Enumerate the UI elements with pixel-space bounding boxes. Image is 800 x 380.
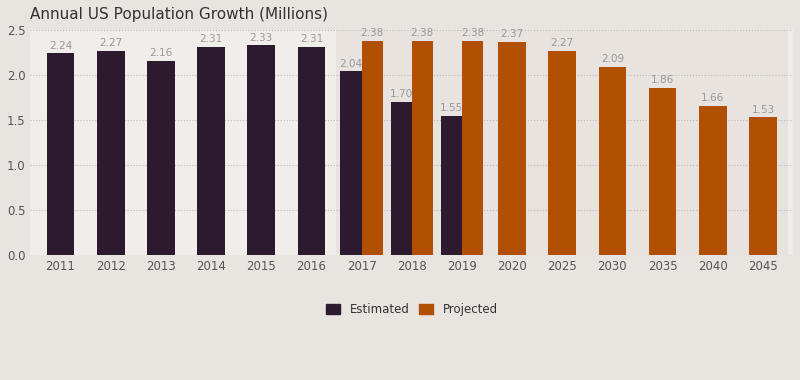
Bar <box>147 61 174 255</box>
Bar <box>247 45 275 255</box>
Bar <box>749 117 777 255</box>
Bar <box>198 47 225 255</box>
Text: Annual US Population Growth (Millions): Annual US Population Growth (Millions) <box>30 7 329 22</box>
Bar <box>699 106 726 255</box>
Text: 2.24: 2.24 <box>49 41 72 51</box>
Bar <box>412 41 433 255</box>
Text: 2.33: 2.33 <box>250 33 273 43</box>
Text: 1.66: 1.66 <box>701 93 725 103</box>
Bar <box>598 67 626 255</box>
Text: 2.37: 2.37 <box>501 29 524 39</box>
Text: 2.38: 2.38 <box>361 28 384 38</box>
Text: 1.70: 1.70 <box>390 89 413 99</box>
Text: 1.53: 1.53 <box>751 105 774 115</box>
Text: 1.55: 1.55 <box>440 103 463 113</box>
Text: 1.86: 1.86 <box>651 75 674 85</box>
Text: 2.38: 2.38 <box>461 28 484 38</box>
Bar <box>462 41 483 255</box>
Bar <box>337 30 788 255</box>
Bar <box>341 71 362 255</box>
Bar <box>498 42 526 255</box>
Text: 2.27: 2.27 <box>550 38 574 48</box>
Text: 2.27: 2.27 <box>99 38 122 48</box>
Bar <box>649 88 677 255</box>
Text: 2.31: 2.31 <box>300 35 323 44</box>
Bar <box>46 54 74 255</box>
Bar <box>298 47 325 255</box>
Text: 2.16: 2.16 <box>150 48 173 58</box>
Legend: Estimated, Projected: Estimated, Projected <box>321 299 502 321</box>
Text: 2.04: 2.04 <box>339 59 362 69</box>
Bar <box>549 51 576 255</box>
Text: 2.31: 2.31 <box>199 35 222 44</box>
Text: 2.09: 2.09 <box>601 54 624 64</box>
Bar <box>441 116 462 255</box>
Bar <box>97 51 125 255</box>
Bar <box>362 41 382 255</box>
Bar <box>390 102 412 255</box>
Text: 2.38: 2.38 <box>410 28 434 38</box>
